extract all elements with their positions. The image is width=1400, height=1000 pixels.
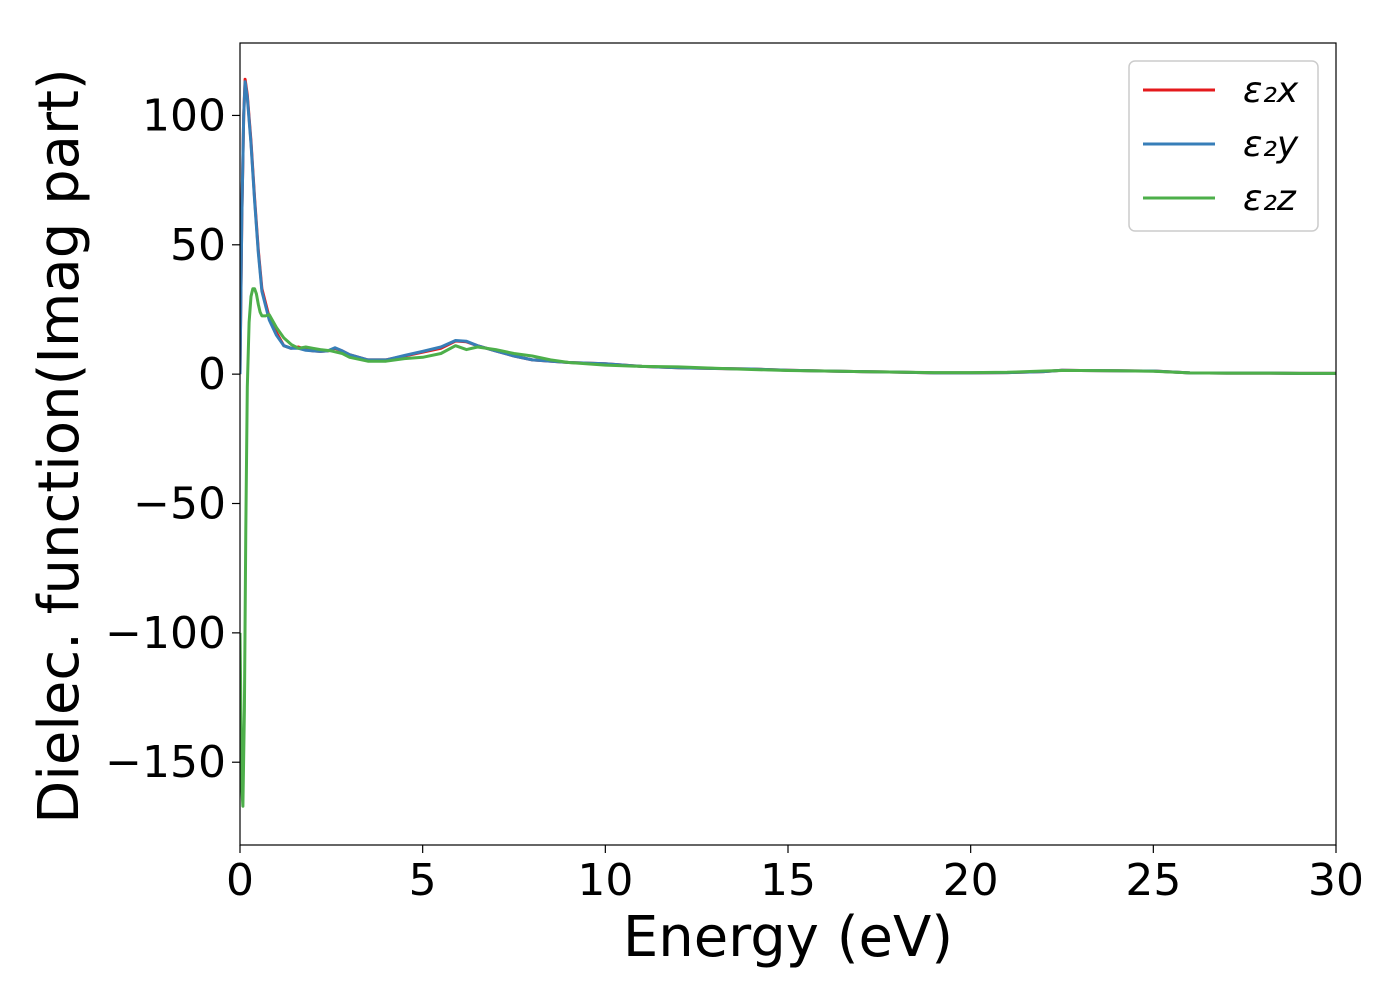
y-axis-ticks: −150 −100 −50 0 50 100: [105, 90, 240, 788]
x-axis-label: Energy (eV): [623, 905, 953, 970]
legend-label-1: ε₂x: [1243, 70, 1299, 111]
y-tick-label: −100: [105, 608, 226, 659]
x-axis-ticks: 0 5 10 15 20 25 30: [226, 845, 1364, 906]
y-tick-label: 100: [142, 90, 226, 141]
x-tick-label: 0: [226, 855, 254, 906]
x-tick-label: 20: [943, 855, 999, 906]
legend-label-2: ε₂y: [1243, 124, 1299, 165]
x-tick-label: 30: [1308, 855, 1364, 906]
x-tick-label: 15: [760, 855, 816, 906]
legend: ε₂x ε₂y ε₂z: [1128, 60, 1319, 232]
legend-label-3: ε₂z: [1243, 178, 1297, 219]
y-tick-label: 50: [170, 220, 226, 271]
x-tick-label: 10: [577, 855, 633, 906]
y-tick-label: 0: [198, 349, 226, 400]
y-tick-label: −150: [105, 737, 226, 788]
y-axis-label: Dielec. function(Imag part): [27, 68, 92, 824]
x-tick-label: 25: [1125, 855, 1181, 906]
x-tick-label: 5: [409, 855, 437, 906]
y-tick-label: −50: [133, 479, 226, 530]
series-line-3: [240, 287, 1336, 808]
legend-box: [1128, 60, 1319, 232]
series-layer: [240, 77, 1336, 808]
